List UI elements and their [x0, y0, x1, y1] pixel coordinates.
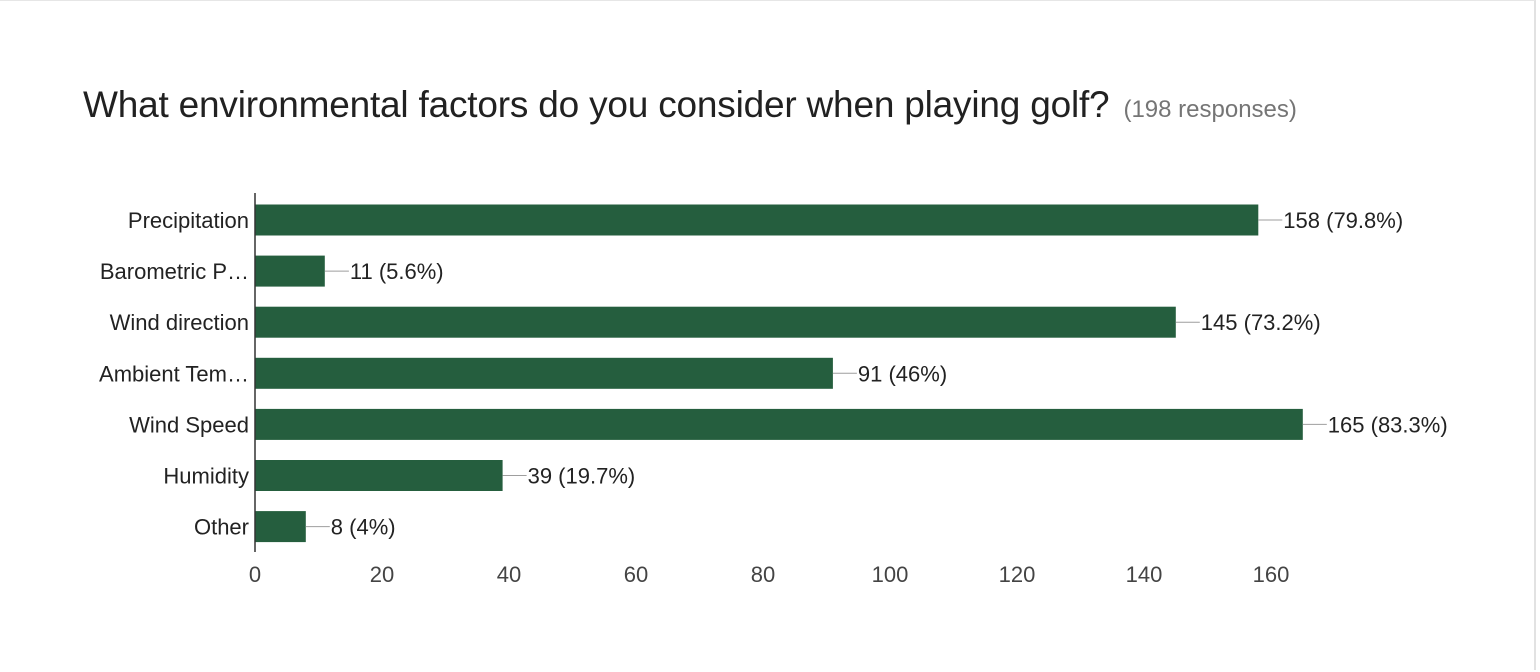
x-tick-label: 0 — [249, 562, 261, 587]
data-label: 165 (83.3%) — [1328, 412, 1448, 437]
category-label: Ambient Tem… — [99, 361, 249, 386]
x-tick-label: 60 — [624, 562, 648, 587]
x-tick-label: 160 — [1253, 562, 1290, 587]
category-label: Wind direction — [110, 310, 249, 335]
category-label: Wind Speed — [129, 412, 249, 437]
bar — [255, 306, 1176, 338]
category-label: Barometric P… — [100, 259, 249, 284]
x-tick-label: 80 — [751, 562, 775, 587]
bar — [255, 357, 833, 389]
question-header: What environmental factors do you consid… — [83, 84, 1297, 126]
bar — [255, 255, 325, 287]
data-label: 8 (4%) — [331, 515, 396, 540]
data-label: 158 (79.8%) — [1283, 208, 1403, 233]
category-label: Precipitation — [128, 208, 249, 233]
data-label: 39 (19.7%) — [528, 464, 636, 489]
category-label: Humidity — [163, 464, 249, 489]
bar — [255, 460, 503, 491]
response-count: (198 responses) — [1123, 96, 1297, 123]
data-label: 11 (5.6%) — [350, 259, 444, 284]
x-tick-label: 20 — [370, 562, 394, 587]
data-label: 145 (73.2%) — [1201, 310, 1321, 335]
data-label: 91 (46%) — [858, 361, 947, 386]
x-tick-label: 40 — [497, 562, 521, 587]
x-tick-label: 140 — [1126, 562, 1163, 587]
category-label: Other — [194, 515, 249, 540]
bar — [255, 511, 306, 543]
bar — [255, 204, 1259, 236]
x-tick-label: 120 — [999, 562, 1036, 587]
x-tick-label: 100 — [872, 562, 909, 587]
bar — [255, 408, 1303, 440]
question-title: What environmental factors do you consid… — [83, 84, 1110, 125]
